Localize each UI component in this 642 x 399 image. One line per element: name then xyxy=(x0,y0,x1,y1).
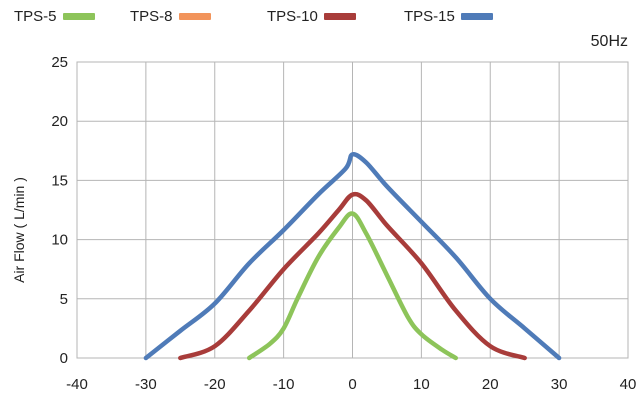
legend-swatch xyxy=(323,13,356,20)
x-tick-label: 40 xyxy=(620,376,637,393)
x-tick-label: -20 xyxy=(204,376,226,393)
y-axis-title: Air Flow ( L/min ) xyxy=(11,177,27,283)
y-tick-labels: 0 5 10 15 20 25 xyxy=(51,54,68,367)
legend-item-tps-8: TPS-8 xyxy=(130,8,211,25)
series-lines xyxy=(143,152,562,361)
x-tick-label: -30 xyxy=(135,376,157,393)
legend-label: TPS-15 xyxy=(404,8,455,25)
grid xyxy=(76,61,629,359)
legend-swatch xyxy=(62,13,95,20)
legend-label: TPS-10 xyxy=(267,8,318,25)
series-line-tps-5 xyxy=(246,211,459,361)
y-tick-label: 10 xyxy=(51,232,68,249)
legend-label: TPS-8 xyxy=(130,8,173,25)
legend-item-tps-5: TPS-5 xyxy=(14,8,95,25)
legend-item-tps-10: TPS-10 xyxy=(267,8,356,25)
x-tick-label: 0 xyxy=(348,376,356,393)
x-tick-label: -40 xyxy=(66,376,88,393)
x-tick-label: 10 xyxy=(413,376,430,393)
frequency-note: 50Hz xyxy=(590,33,628,50)
y-tick-label: 15 xyxy=(51,172,68,189)
y-tick-label: 0 xyxy=(60,350,68,367)
series-line-tps-15 xyxy=(143,152,562,361)
y-tick-label: 25 xyxy=(51,54,68,71)
y-tick-label: 20 xyxy=(51,113,68,130)
legend-swatch xyxy=(178,13,211,20)
legend-item-tps-15: TPS-15 xyxy=(404,8,493,25)
legend-swatch xyxy=(460,13,493,20)
series-line-tps-10 xyxy=(178,191,527,361)
legend-label: TPS-5 xyxy=(14,8,57,25)
x-tick-labels: -40 -30 -20 -10 0 10 20 30 40 xyxy=(66,376,636,393)
x-tick-label: 20 xyxy=(482,376,499,393)
x-tick-label: 30 xyxy=(551,376,568,393)
x-tick-label: -10 xyxy=(273,376,295,393)
y-tick-label: 5 xyxy=(60,291,68,308)
